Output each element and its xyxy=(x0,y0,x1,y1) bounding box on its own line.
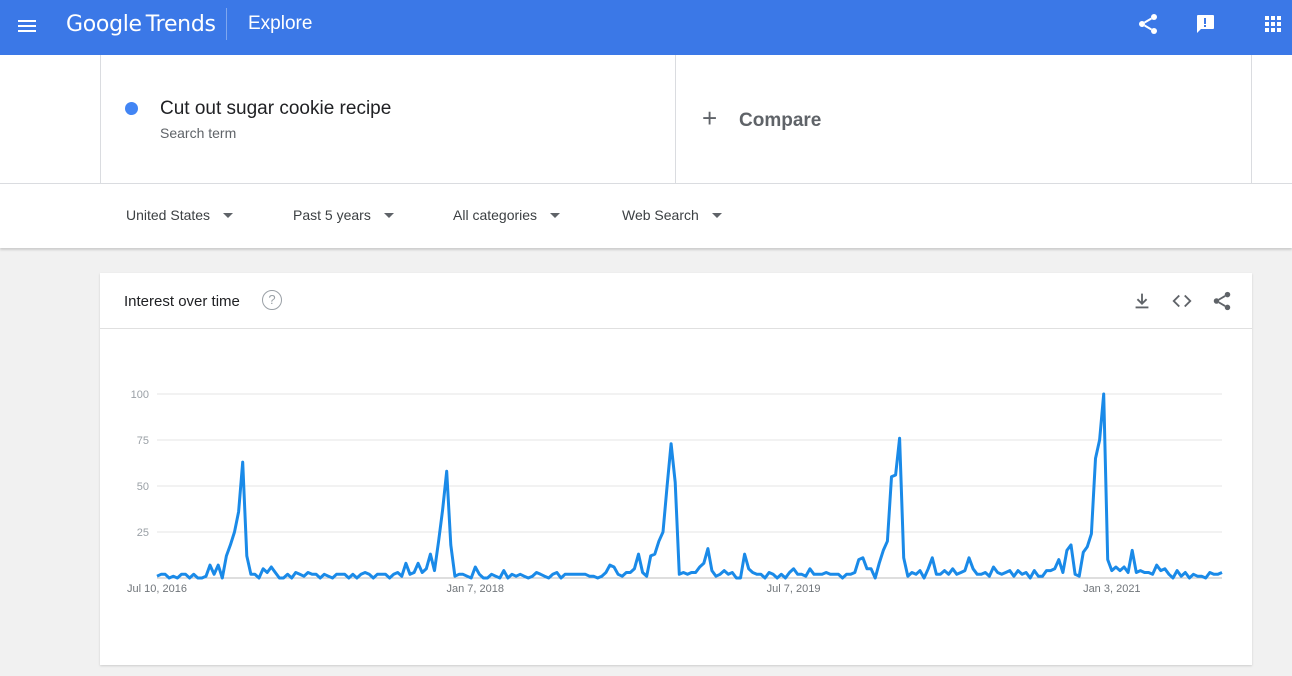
filter-bar: United States Past 5 years All categorie… xyxy=(0,184,1292,248)
feedback-icon[interactable] xyxy=(1193,12,1217,36)
term-color-dot xyxy=(125,102,138,115)
filter-region-label: United States xyxy=(126,207,211,223)
panel-divider xyxy=(0,183,1292,184)
x-tick-label: Jul 7, 2019 xyxy=(767,583,821,595)
series-line[interactable] xyxy=(156,392,1223,580)
search-terms-panel: Cut out sugar cookie recipe Search term … xyxy=(0,55,1292,184)
chevron-down-icon xyxy=(711,212,722,218)
chevron-down-icon xyxy=(223,212,234,218)
interest-line-chart: 25 50 75 100 Jul 10, 2016 Jan 7, 2018 Jul 7, 2… xyxy=(127,389,1223,595)
embed-code-icon[interactable] xyxy=(1171,290,1193,312)
compare-label: Compare xyxy=(739,110,822,131)
top-app-bar: Google Trends Explore xyxy=(0,0,1292,55)
search-term-type: Search term xyxy=(160,125,237,141)
y-tick-label: 50 xyxy=(137,481,149,493)
explore-link[interactable]: Explore xyxy=(248,13,313,34)
filter-region-dropdown[interactable]: United States xyxy=(126,207,234,223)
y-tick-label: 25 xyxy=(137,527,149,539)
header-divider xyxy=(226,8,227,40)
card-title: Interest over time xyxy=(124,293,240,310)
y-tick-label: 100 xyxy=(131,389,149,401)
interest-over-time-card: Interest over time ? 25 50 75 100 Jul 10, 20… xyxy=(100,273,1252,665)
filter-time-dropdown[interactable]: Past 5 years xyxy=(293,207,394,223)
compare-button[interactable]: + Compare xyxy=(676,55,1252,184)
filter-category-dropdown[interactable]: All categories xyxy=(453,207,561,223)
search-term-card[interactable]: Cut out sugar cookie recipe Search term xyxy=(100,55,676,184)
card-share-icon[interactable] xyxy=(1211,290,1233,312)
help-icon[interactable]: ? xyxy=(262,290,282,310)
share-icon[interactable] xyxy=(1136,12,1160,36)
plus-icon: + xyxy=(702,103,718,133)
download-icon[interactable] xyxy=(1131,290,1153,312)
logo-google-text: Google xyxy=(66,12,142,37)
filter-search-type-dropdown[interactable]: Web Search xyxy=(622,207,722,223)
card-divider xyxy=(100,328,1252,329)
apps-grid-icon[interactable] xyxy=(1261,12,1285,36)
filter-category-label: All categories xyxy=(453,207,538,223)
x-tick-label: Jan 3, 2021 xyxy=(1083,583,1141,595)
filter-time-label: Past 5 years xyxy=(293,207,371,223)
x-tick-label: Jul 10, 2016 xyxy=(127,583,187,595)
search-term-name[interactable]: Cut out sugar cookie recipe xyxy=(160,98,392,119)
y-tick-label: 75 xyxy=(137,435,149,447)
chevron-down-icon xyxy=(550,212,561,218)
hamburger-menu-icon[interactable] xyxy=(14,13,42,41)
logo-trends-text: Trends xyxy=(145,12,216,37)
chevron-down-icon xyxy=(383,212,394,218)
x-tick-label: Jan 7, 2018 xyxy=(447,583,505,595)
google-trends-logo[interactable]: Google Trends xyxy=(66,12,216,37)
filter-search-type-label: Web Search xyxy=(622,207,699,223)
